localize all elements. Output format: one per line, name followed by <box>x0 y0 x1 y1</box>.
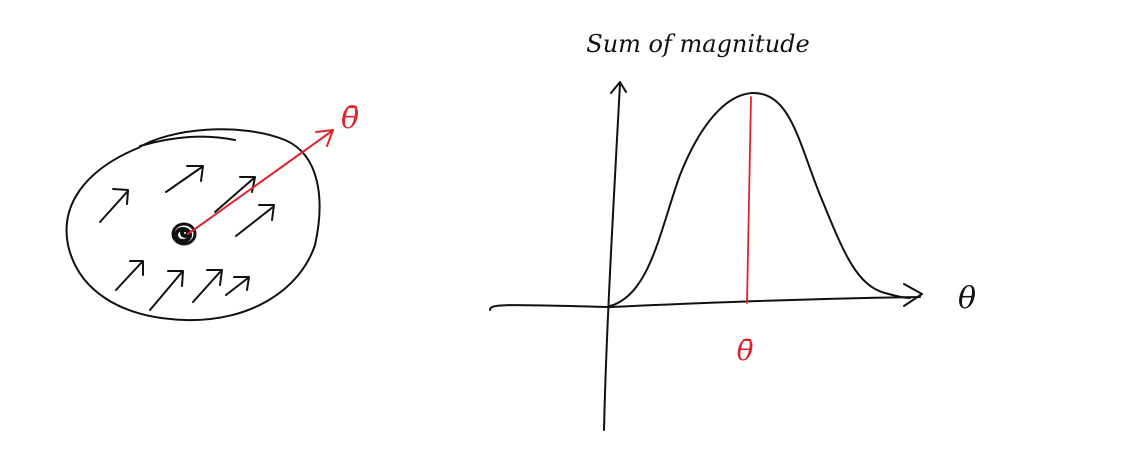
arrow-label: θ̄ <box>341 101 359 136</box>
peak-marker-line <box>746 96 752 304</box>
field-arrow <box>149 270 184 311</box>
field-arrow <box>192 269 223 303</box>
y-axis <box>603 81 627 431</box>
field-arrow <box>235 204 275 237</box>
field-arrow <box>165 165 204 193</box>
x-axis-label: θ <box>958 281 976 316</box>
left-diagram: θ̄ <box>65 101 359 322</box>
peak-label: θ̄ <box>737 334 754 367</box>
field-arrow <box>115 260 144 291</box>
right-diagram: Sum of magnitude θ θ̄ <box>489 30 976 431</box>
y-axis-label: Sum of magnitude <box>586 30 809 58</box>
field-arrow <box>214 176 256 213</box>
distribution-curve <box>609 91 911 307</box>
center-point <box>171 222 197 246</box>
mean-direction-arrow <box>187 129 334 235</box>
field-arrow <box>225 276 250 296</box>
field-arrows <box>99 165 275 311</box>
blob-outline <box>65 128 321 322</box>
x-axis <box>489 283 923 311</box>
field-arrow <box>99 188 129 223</box>
